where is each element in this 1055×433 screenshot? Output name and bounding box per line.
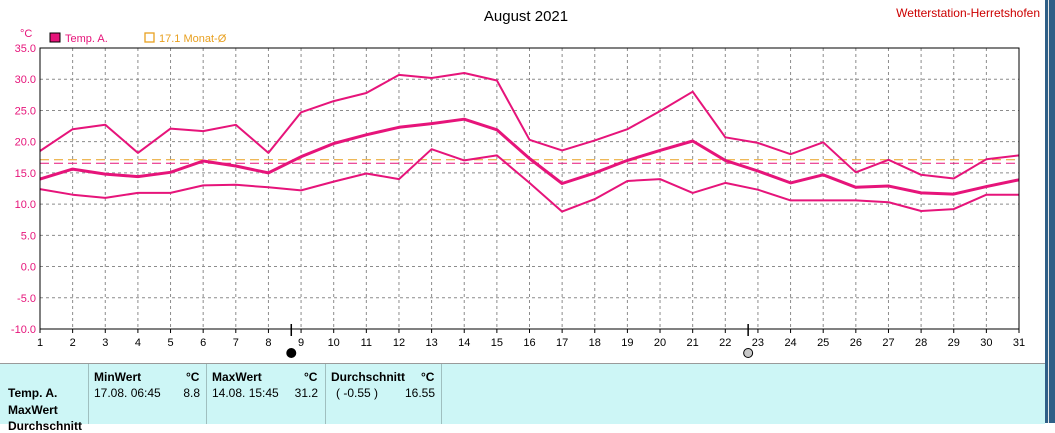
- row-label-max: MaxWert: [8, 403, 58, 417]
- x-tick-label: 27: [882, 337, 894, 349]
- temperature-chart: August 2021 Wetterstation-Herretshofen °…: [11, 6, 1040, 358]
- x-tick-label: 14: [458, 337, 470, 349]
- x-tick-label: 25: [817, 337, 829, 349]
- x-tick-label: 17: [556, 337, 568, 349]
- chart-title: August 2021: [484, 8, 568, 25]
- series-line-min: [39, 148, 1019, 213]
- x-tick-label: 22: [719, 337, 731, 349]
- x-tick-label: 1: [37, 337, 43, 349]
- separator: [88, 364, 89, 424]
- x-tick-label: 19: [621, 337, 633, 349]
- y-tick-label: 10.0: [15, 199, 36, 211]
- x-tick-label: 24: [784, 337, 796, 349]
- reference-lines: [40, 159, 1019, 164]
- x-tick-label: 16: [523, 337, 535, 349]
- y-tick-label: 5.0: [21, 230, 36, 242]
- x-tick-label: 29: [948, 337, 960, 349]
- y-tick-label: 0.0: [21, 262, 36, 274]
- new-moon-icon: [286, 348, 297, 358]
- min-unit: °C: [186, 370, 200, 384]
- x-tick-label: 8: [265, 337, 271, 349]
- x-tick-label: 11: [361, 337, 372, 349]
- avg-header: Durchschnitt: [331, 370, 406, 384]
- y-tick-label: 15.0: [15, 168, 36, 180]
- legend-label-average: 17.1 Monat-Ø: [159, 33, 227, 45]
- x-tick-label: 7: [233, 337, 239, 349]
- separator: [325, 364, 326, 424]
- y-tick-label: 35.0: [15, 43, 36, 55]
- series-line-mean: [39, 117, 1020, 196]
- x-tick-label: 26: [850, 337, 862, 349]
- x-tick-label: 2: [70, 337, 76, 349]
- avg-delta: ( -0.55 ): [336, 386, 379, 400]
- x-tick-label: 15: [491, 337, 503, 349]
- x-tick-label: 12: [393, 337, 405, 349]
- y-axis-unit: °C: [20, 28, 32, 40]
- x-tick-label: 28: [915, 337, 927, 349]
- y-tick-label: 25.0: [15, 105, 36, 117]
- x-tick-label: 5: [167, 337, 173, 349]
- x-tick-label: 13: [425, 337, 437, 349]
- full-moon-icon: [743, 348, 754, 358]
- max-value: 31.2: [294, 386, 318, 400]
- grid: [40, 48, 1019, 329]
- x-tick-label: 31: [1013, 337, 1025, 349]
- series-line-max: [39, 72, 1020, 180]
- y-tick-labels: 35.0 30.0 25.0 20.0 15.0 10.0 5.0 0.0 -5.0 -10.0: [11, 43, 36, 336]
- x-tick-label: 6: [200, 337, 206, 349]
- legend-swatch-average: [144, 32, 155, 43]
- y-tick-label: 20.0: [15, 137, 36, 149]
- legend: Temp. A. 17.1 Monat-Ø: [49, 32, 227, 45]
- separator: [441, 364, 442, 424]
- row-label-temp: Temp. A.: [8, 386, 58, 400]
- station-name: Wetterstation-Herretshofen: [896, 6, 1040, 20]
- x-tick-label: 18: [589, 337, 601, 349]
- x-tick-label: 10: [328, 337, 340, 349]
- x-tick-label: 20: [654, 337, 666, 349]
- series-lines: [39, 72, 1020, 213]
- x-tick-label: 21: [687, 337, 699, 349]
- moon-markers: [286, 324, 754, 358]
- window-scrollbar[interactable]: [1045, 0, 1055, 423]
- row-label-avg: Durchschnitt: [8, 419, 83, 433]
- y-tick-label: 30.0: [15, 74, 36, 86]
- min-time: 17.08. 06:45: [94, 386, 161, 400]
- separator: [206, 364, 207, 424]
- min-header: MinWert: [94, 370, 142, 384]
- y-tick-label: -5.0: [17, 293, 36, 305]
- legend-swatch-series: [49, 32, 61, 43]
- legend-label-series: Temp. A.: [65, 33, 108, 45]
- x-tick-label: 3: [102, 337, 108, 349]
- stats-panel: Temp. A. MaxWert Durchschnitt MinWert °C…: [0, 363, 1045, 433]
- max-unit: °C: [304, 370, 318, 384]
- x-tick-label: 4: [135, 337, 141, 349]
- y-tick-label: -10.0: [11, 324, 36, 336]
- max-header: MaxWert: [212, 370, 262, 384]
- avg-unit: °C: [421, 370, 435, 384]
- min-value: 8.8: [183, 386, 200, 400]
- avg-value: 16.55: [404, 386, 435, 400]
- x-tick-labels: 1 2 3 4 5 6 7 8 9 10 11 12 13 14 15 16 17 18 19 20 21 22 23 24 2…: [37, 329, 1025, 349]
- x-tick-label: 9: [298, 337, 304, 349]
- x-tick-label: 30: [980, 337, 992, 349]
- max-time: 14.08. 15:45: [212, 386, 279, 400]
- x-tick-label: 23: [752, 337, 764, 349]
